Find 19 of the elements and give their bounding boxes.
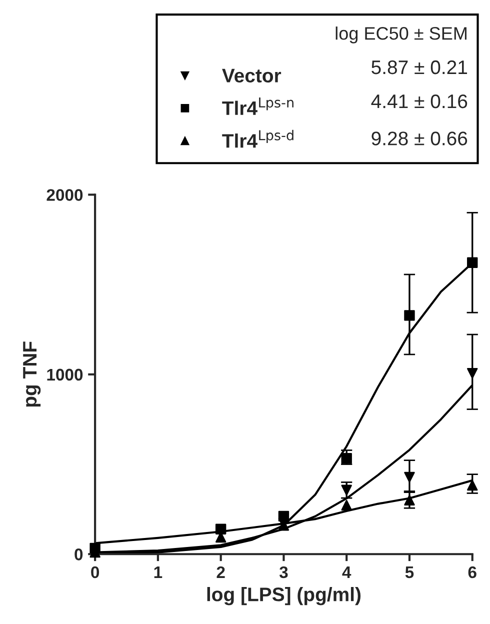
- x-tick-label: 1: [154, 566, 162, 578]
- legend-title: log EC50 ± SEM: [336, 26, 466, 44]
- x-tick-label: 5: [405, 566, 414, 578]
- y-tick-label: 2000: [46, 189, 83, 201]
- y-axis-title: pg TNF: [23, 342, 41, 407]
- x-tick-label: 2: [216, 566, 225, 578]
- y-tick-label: 1000: [47, 368, 83, 381]
- x-axis-title: log [LPS] (pg/ml): [207, 587, 361, 606]
- x-tick-label: 3: [279, 566, 288, 578]
- text: 5.87 ± 0.21: [372, 60, 468, 74]
- legend-label: Tlr4$^{Lps-n}$: [222, 98, 294, 115]
- x-tick-label: 6: [468, 566, 476, 578]
- legend-label: Tlr4$^{Lps-d}$: [222, 130, 294, 148]
- x-tick-label: 0: [91, 566, 100, 578]
- legend-label: Vector: [222, 68, 282, 82]
- text: 4.41 ± 0.16: [371, 94, 468, 108]
- text: 9.28 ± 0.66: [372, 132, 468, 146]
- x-tick-label: 4: [342, 566, 352, 578]
- y-tick-label: 0: [74, 548, 83, 560]
